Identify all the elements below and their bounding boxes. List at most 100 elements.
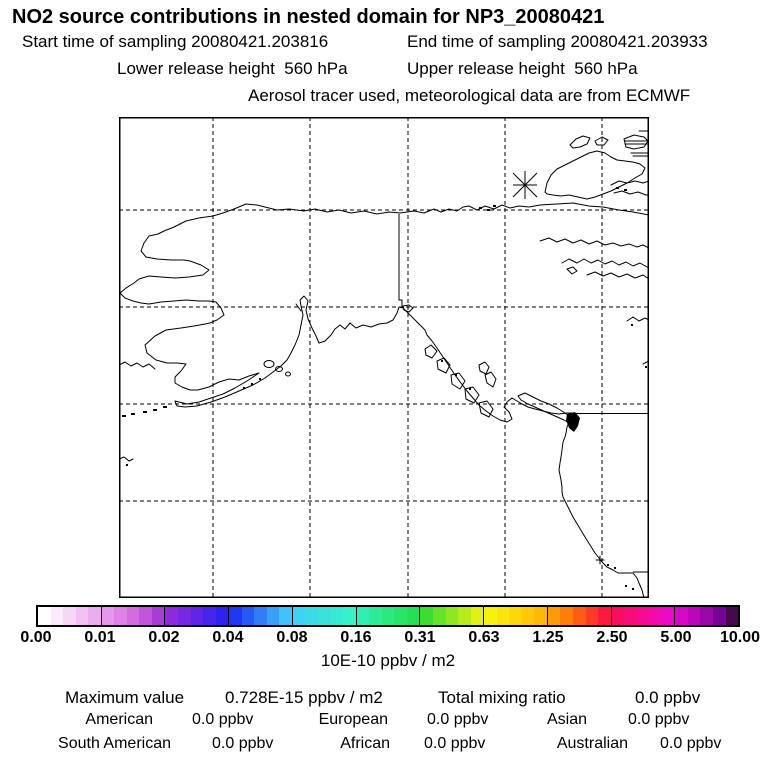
colorbar-cell: [38, 607, 51, 625]
colorbar-cell: [484, 607, 497, 625]
colorbar-ticks: 0.00 0.01 0.02 0.04 0.08 0.16 0.31 0.63 1.25 2.50…: [20, 629, 760, 647]
asterisk-marker: [512, 171, 538, 199]
colorbar-cell: [534, 607, 547, 625]
colorbar-cell: [292, 607, 306, 625]
colorbar-segment: [611, 607, 676, 625]
colorbar-segment: [101, 607, 166, 625]
colorbar-cell: [432, 607, 446, 625]
region-label: European: [318, 711, 388, 728]
colorbar-cell: [305, 607, 319, 625]
colorbar-cell: [101, 607, 115, 625]
colorbar-cell: [381, 607, 395, 625]
max-value-label: Maximum value: [65, 688, 185, 707]
colorbar-tick-label: 0.01: [84, 629, 116, 646]
region-value: 0.0 ppbv: [424, 735, 486, 752]
colorbar-cell: [229, 607, 242, 625]
colorbar-cell: [509, 607, 522, 625]
colorbar-cell: [700, 607, 713, 625]
colorbar-tick-label: 0.02: [148, 629, 180, 646]
start-time-text: Start time of sampling 20080421.203816: [22, 32, 329, 51]
max-value-number: 0.728E-15 ppbv / m2: [225, 688, 383, 707]
colorbar-segment: [229, 607, 293, 625]
colorbar-cell: [470, 607, 484, 625]
colorbar-cell: [572, 607, 586, 625]
colorbar-cell: [521, 607, 535, 625]
colorbar-cell: [114, 607, 127, 625]
colorbar-tick-label: 0.04: [212, 629, 244, 646]
colorbar-cell: [636, 607, 650, 625]
colorbar-cell: [675, 607, 688, 625]
tracer-note-text: Aerosol tracer used, meteorological data…: [248, 86, 691, 105]
colorbar-cell: [330, 607, 344, 625]
colorbar-cell: [585, 607, 599, 625]
colorbar-cell: [88, 607, 101, 625]
colorbar-cell: [661, 607, 675, 625]
colorbar-cell: [203, 607, 216, 625]
colorbar-cell: [687, 607, 701, 625]
region-label: South American: [58, 735, 171, 752]
colorbar-unit-label: 10E-10 ppbv / m2: [320, 651, 456, 670]
colorbar-cell: [458, 607, 471, 625]
upper-release-text: Upper release height 560 hPa: [407, 59, 638, 78]
colorbar-tick-label: 0.00: [20, 629, 52, 646]
colorbar-cell: [139, 607, 152, 625]
colorbar-cell: [725, 607, 739, 625]
colorbar-cell: [241, 607, 255, 625]
colorbar-cell: [50, 607, 64, 625]
border-lines: [398, 214, 649, 573]
colorbar-segment: [420, 607, 485, 625]
total-mixing-ratio-label: Total mixing ratio: [438, 688, 566, 707]
colorbar-cell: [369, 607, 382, 625]
colorbar-cell: [394, 607, 407, 625]
colorbar-cell: [406, 607, 420, 625]
colorbar-cell: [611, 607, 625, 625]
colorbar-cell: [75, 607, 89, 625]
region-value: 0.0 ppbv: [628, 711, 690, 728]
colorbar-cell: [356, 607, 370, 625]
map-canvas: [119, 117, 649, 598]
colorbar-cell: [318, 607, 331, 625]
region-label: Asian: [546, 711, 587, 728]
colorbar-cell: [496, 607, 510, 625]
colorbar-cell: [547, 607, 561, 625]
total-mixing-ratio-value: 0.0 ppbv: [635, 688, 701, 707]
colorbar-segment: [292, 607, 357, 625]
region-value: 0.0 ppbv: [212, 735, 274, 752]
colorbar-tick-label: 5.00: [660, 629, 692, 646]
lower-release-text: Lower release height 560 hPa: [117, 59, 348, 78]
colorbar-segment: [165, 607, 230, 625]
colorbar-cell: [266, 607, 280, 625]
colorbar-cell: [560, 607, 573, 625]
end-time-text: End time of sampling 20080421.203933: [407, 32, 708, 51]
colorbar-cell: [190, 607, 204, 625]
colorbar-cell: [649, 607, 662, 625]
colorbar-cell: [279, 607, 292, 625]
map-frame: [119, 117, 649, 598]
colorbar-tick-label: 0.08: [276, 629, 308, 646]
colorbar-tick-label: 0.16: [340, 629, 372, 646]
map-gridlines: [119, 117, 649, 598]
colorbar-cell: [343, 607, 356, 625]
colorbar-cell: [126, 607, 140, 625]
colorbar-tick-label: 0.31: [404, 629, 436, 646]
colorbar-cell: [215, 607, 229, 625]
colorbar-tick-label: 10.00: [719, 629, 761, 646]
colorbar-segment: [675, 607, 739, 625]
region-label: Australian: [556, 735, 628, 752]
colorbar-segment: [484, 607, 548, 625]
region-label: American: [85, 711, 153, 728]
colorbar-cell: [254, 607, 267, 625]
region-value: 0.0 ppbv: [192, 711, 254, 728]
colorbar-cell: [178, 607, 191, 625]
colorbar-cell: [598, 607, 611, 625]
colorbar-tick-label: 1.25: [532, 629, 564, 646]
colorbar-cell: [63, 607, 76, 625]
colorbar-cell: [445, 607, 459, 625]
page-title: NO2 source contributions in nested domai…: [12, 6, 605, 28]
colorbar-cell: [165, 607, 179, 625]
colorbar-segment: [38, 607, 102, 625]
coastline: [119, 130, 649, 598]
region-value: 0.0 ppbv: [660, 735, 722, 752]
colorbar: [36, 605, 740, 627]
